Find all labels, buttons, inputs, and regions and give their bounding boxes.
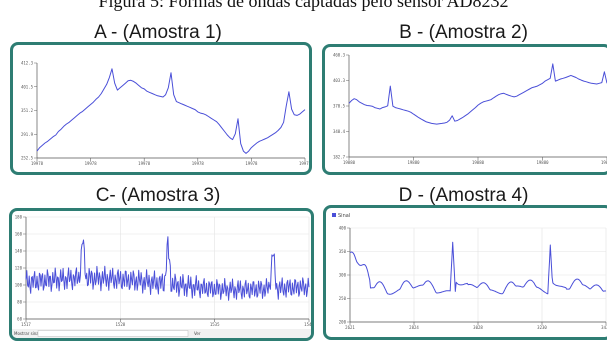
chart-a-ytick-label: 401.5 [21,84,34,89]
chart-c-ytick-label: 120 [15,266,23,271]
chart-panel-b: 460.3 403.3 370.5 340.4 182.7 19880 19880 19880… [322,44,607,175]
chart-b-ytick-label: 403.3 [333,78,346,83]
chart-a-xtick-label: 19978 [138,161,151,166]
chart-d-xtick-label: 2621 [345,325,355,330]
chart-a-ytick-label: 351.2 [21,108,34,113]
chart-d-series-line [349,241,607,295]
chart-title-c: C- (Amostra 3) [95,185,221,206]
chart-a-xtick-label: 19978 [245,161,258,166]
chart-c-footer-button-label: Ver [194,331,201,336]
chart-d-ytick-label: 400 [339,226,347,231]
chart-c-xtick-label: 1546 [304,322,311,327]
chart-d-xtick-label: 3028 [473,325,483,330]
chart-d-xtick-label: 3433 [601,325,607,330]
chart-c-xtick-label: 1528 [116,322,126,327]
chart-b-ytick-label: 370.5 [333,104,346,109]
chart-d-xtick-label: 3230 [537,325,547,330]
chart-c-xtick-label: 1517 [21,322,31,327]
chart-b-xtick-label: 19880 [407,160,420,165]
chart-title-a: A - (Amostra 1) [94,22,222,43]
chart-d-legend-swatch [332,213,336,217]
chart-b-xtick-label: 19880 [536,160,549,165]
chart-c-ytick-label: 160 [15,232,23,237]
chart-c-ytick-label: 100 [15,283,23,288]
chart-title-b: B - (Amostra 2) [399,22,528,43]
chart-c-footer-input [37,330,189,337]
chart-a-ytick-label: 412.3 [21,61,34,66]
chart-b-xtick-label: 19880 [472,160,485,165]
chart-c-ytick-label: 140 [15,249,23,254]
chart-d-xtick-label: 2824 [409,325,419,330]
chart-b-series-line [348,63,607,125]
chart-b-ytick-label: 340.4 [333,129,346,134]
figure-caption: Figura 5: Formas de ondas captadas pelo … [98,0,509,11]
chart-b-xtick-label: 19880 [601,160,607,165]
chart-c-series-line [25,236,310,301]
chart-c-ytick-label: 80 [17,300,22,305]
chart-d-ytick-label: 350 [339,249,347,254]
chart-a-xtick-label: 19978 [85,161,98,166]
chart-a-series-line [36,68,306,154]
chart-d-ytick-label: 250 [339,296,347,301]
chart-d-ytick-label: 200 [339,320,347,325]
chart-d-ytick-label: 300 [339,273,347,278]
chart-a-ytick-label: 291.9 [21,132,34,137]
chart-b-ytick-label: 182.7 [333,155,346,160]
chart-title-d: D - (Amostra 4) [398,185,529,206]
chart-a-ytick-label: 252.5 [21,156,34,161]
chart-a-xtick-label: 19978 [299,161,309,166]
chart-a-xtick-label: 19978 [192,161,205,166]
chart-b-xtick-label: 19880 [343,160,356,165]
chart-b-ytick-label: 460.3 [333,53,346,58]
chart-d-legend-label: Sinal [338,213,350,219]
chart-panel-a: 412.3 401.5 351.2 291.9 252.5 19978 19978 19978… [10,42,312,175]
chart-c-footer-label: Mostrar sinal [14,331,40,336]
chart-c-ytick-label: 180 [15,215,23,220]
chart-a-xtick-label: 19978 [31,161,44,166]
chart-c-xtick-label: 1535 [210,322,220,327]
chart-c-ytick-label: 60 [17,317,22,322]
